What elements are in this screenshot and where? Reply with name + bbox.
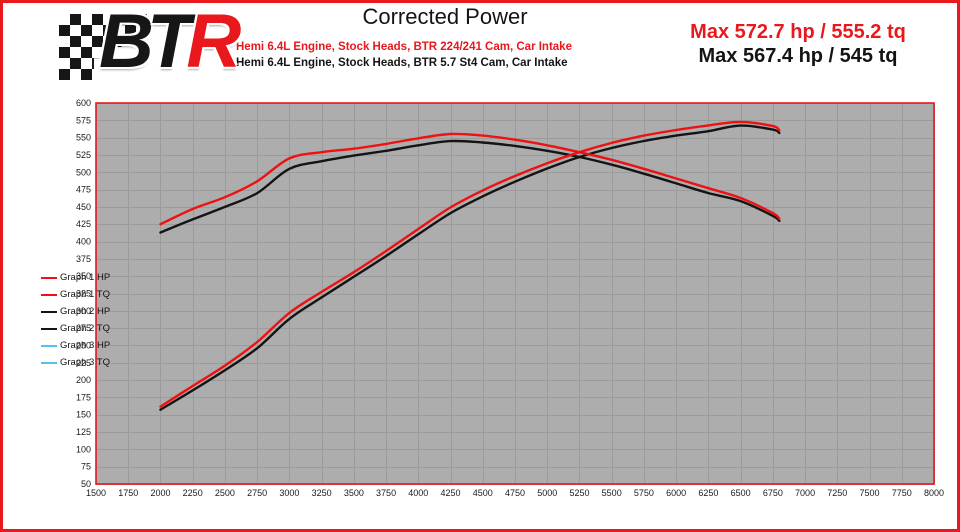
y-tick-label: 50 [81,479,91,489]
x-tick-label: 1500 [86,488,106,498]
series-graph-2-tq [159,139,781,234]
y-axis-labels: 50 75 100 125 150 175 200 225 250 275 300 325 350 375… [76,98,91,489]
y-tick-label: 125 [76,427,91,437]
x-tick-label: 2750 [247,488,267,498]
plot-frame [95,102,935,485]
subtitle-graph1: Hemi 6.4L Engine, Stock Heads, BTR 224/2… [236,41,572,53]
x-tick-label: 4500 [473,488,493,498]
logo-letter-r: R [186,0,241,84]
x-tick-label: 7000 [795,488,815,498]
legend-item-graph-1-tq: Graph 1 TQ [41,286,110,303]
x-tick-label: 7250 [827,488,847,498]
max-value-graph2: Max 567.4 hp / 545 tq [698,45,898,67]
series-lines [159,120,781,411]
y-tick-label: 275 [76,323,91,333]
x-tick-label: 6750 [763,488,783,498]
x-tick-label: 6500 [731,488,751,498]
y-tick-label: 475 [76,185,91,195]
x-tick-label: 6250 [698,488,718,498]
logo-letter-t: T [146,0,194,84]
chart-legend: Graph 1 HP Graph 1 TQ Graph 2 HP Graph 2 TQ… [41,269,110,371]
y-tick-label: 375 [76,254,91,264]
legend-item-graph-3-tq: Graph 3 TQ [41,354,110,371]
legend-label: Graph 1 TQ [60,289,110,300]
x-tick-label: 3750 [376,488,396,498]
legend-line-swatch [41,361,57,364]
legend-line-swatch [41,310,57,313]
y-tick-label: 575 [76,115,91,125]
legend-label: Graph 3 HP [60,340,111,351]
x-tick-label: 3250 [312,488,332,498]
legend-line-swatch [41,293,57,296]
y-tick-label: 75 [81,462,91,472]
x-tick-label: 4750 [505,488,525,498]
x-tick-label: 5500 [602,488,622,498]
y-tick-label: 350 [76,271,91,281]
x-tick-label: 2000 [150,488,170,498]
y-tick-label: 425 [76,219,91,229]
y-tick-label: 450 [76,202,91,212]
y-tick-label: 300 [76,306,91,316]
legend-item-graph-1-hp: Graph 1 HP [41,269,110,286]
subtitle-graph2: Hemi 6.4L Engine, Stock Heads, BTR 5.7 S… [236,57,568,69]
logo-letter-b: B [99,0,154,84]
btr-logo-letters: BTR [99,0,241,85]
y-tick-label: 525 [76,150,91,160]
x-tick-label: 4000 [408,488,428,498]
legend-item-graph-2-hp: Graph 2 HP [41,303,110,320]
x-tick-label: 3500 [344,488,364,498]
legend-label: Graph 1 HP [60,272,111,283]
legend-item-graph-3-hp: Graph 3 HP [41,337,110,354]
y-tick-label: 550 [76,133,91,143]
x-tick-label: 5250 [569,488,589,498]
legend-line-swatch [41,344,57,347]
series-graph-2-hp [159,124,781,411]
x-tick-label: 5750 [634,488,654,498]
legend-label: Graph 2 TQ [60,323,110,334]
y-tick-label: 200 [76,375,91,385]
x-tick-label: 4250 [441,488,461,498]
y-tick-label: 250 [76,340,91,350]
x-tick-label: 7500 [860,488,880,498]
x-axis-labels: 1500 1750 2000 2250 2500 2750 3000 3250 3500 3750… [86,488,944,498]
btr-logo: BTR [55,0,241,96]
y-tick-label: 175 [76,392,91,402]
y-tick-label: 600 [76,98,91,108]
x-tick-label: 8000 [924,488,944,498]
series-graph-1-hp [159,120,781,408]
y-tick-label: 100 [76,444,91,454]
series-graph-1-tq [159,132,781,226]
y-tick-label: 500 [76,167,91,177]
x-tick-label: 1750 [118,488,138,498]
legend-label: Graph 3 TQ [60,357,110,368]
x-tick-label: 6000 [666,488,686,498]
y-tick-label: 325 [76,289,91,299]
y-tick-label: 150 [76,410,91,420]
x-tick-label: 2500 [215,488,235,498]
legend-line-swatch [41,327,57,330]
x-tick-label: 7750 [892,488,912,498]
y-tick-label: 400 [76,237,91,247]
x-tick-label: 3000 [279,488,299,498]
page-title: Corrected Power [362,4,528,29]
y-tick-label: 225 [76,358,91,368]
legend-label: Graph 2 HP [60,306,111,317]
legend-item-graph-2-tq: Graph 2 TQ [41,320,110,337]
x-tick-label: 2250 [183,488,203,498]
legend-line-swatch [41,276,57,279]
max-value-graph1: Max 572.7 hp / 555.2 tq [690,21,906,43]
x-tick-label: 5000 [537,488,557,498]
